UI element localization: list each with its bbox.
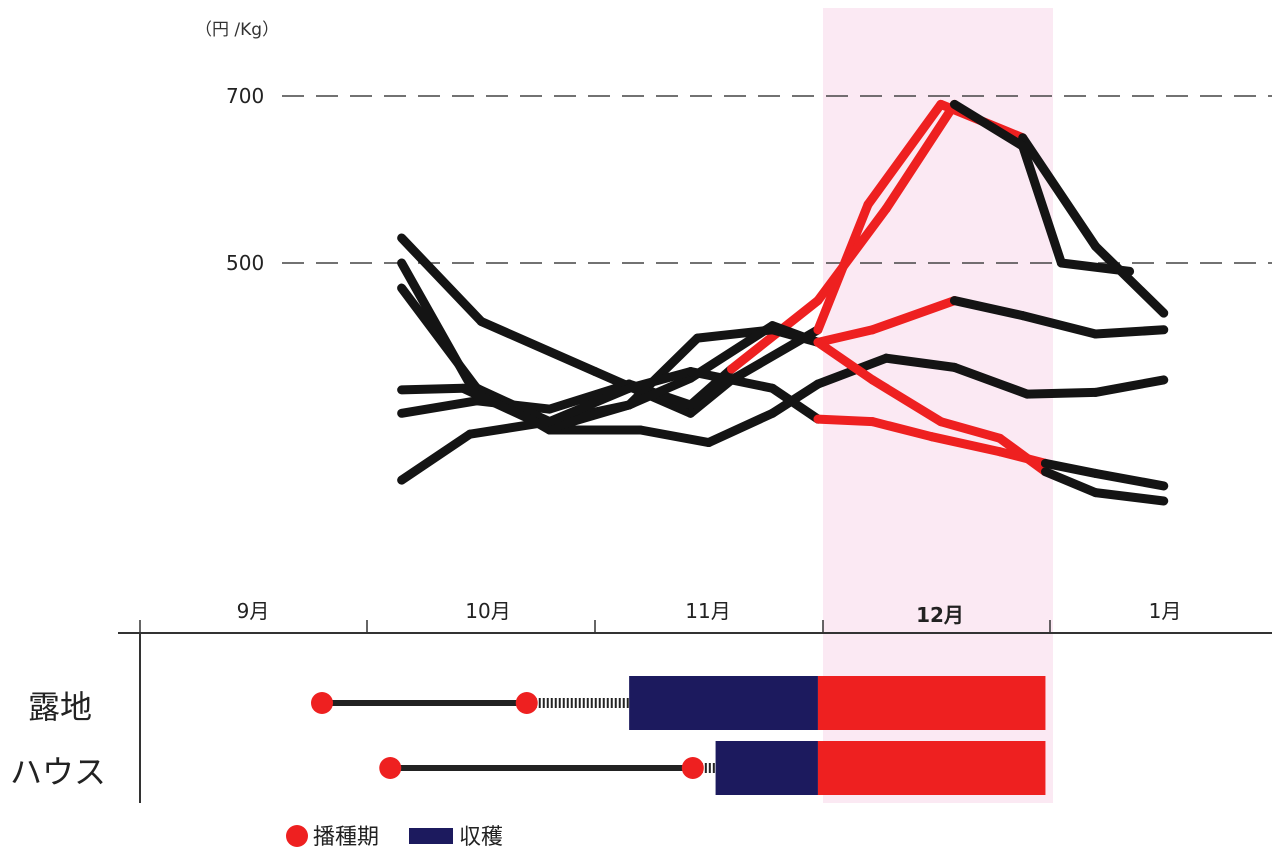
legend-harvest-swatch-icon bbox=[409, 828, 453, 844]
legend-sowing-label: 播種期 bbox=[313, 825, 379, 849]
series-5-segment bbox=[936, 417, 1005, 443]
x-axis: 9月 10月 11月 12月 1月 bbox=[118, 599, 1272, 634]
series-3-segment bbox=[881, 353, 959, 372]
series-4-segment bbox=[1018, 311, 1100, 339]
series-1-segment bbox=[397, 233, 486, 326]
legend-harvest-label: 収穫 bbox=[459, 825, 503, 849]
y-tick-label-500: 500 bbox=[226, 251, 264, 275]
row-label-greenhouse: ハウス bbox=[10, 753, 106, 791]
series-5-segment bbox=[624, 373, 696, 410]
series-4-segment bbox=[397, 283, 482, 393]
series-6-segment bbox=[686, 367, 777, 393]
harvest-bar bbox=[715, 741, 818, 795]
series-4-segment bbox=[949, 296, 1028, 321]
series-4-segment bbox=[472, 383, 554, 427]
month-label-jan: 1月 bbox=[1149, 599, 1182, 623]
peak-harvest-bar bbox=[817, 741, 1046, 795]
series-3-segment bbox=[1022, 387, 1100, 399]
series-2-segment bbox=[949, 99, 1028, 151]
series-6-segment bbox=[767, 383, 823, 424]
series-1-segment bbox=[686, 375, 736, 418]
month-label-sep: 9月 bbox=[237, 599, 270, 623]
schedule-layer bbox=[311, 676, 1046, 795]
series-4-segment bbox=[624, 333, 702, 410]
legend: 播種期 収穫 bbox=[286, 825, 503, 849]
series-6-segment bbox=[624, 367, 696, 393]
series-6-segment bbox=[1040, 458, 1100, 478]
y-unit-label: （円 /Kg） bbox=[195, 20, 279, 40]
series-2-segment bbox=[545, 379, 634, 414]
y-tick-label-700: 700 bbox=[226, 84, 264, 108]
legend-sowing-dot-icon bbox=[286, 825, 308, 847]
series-layer bbox=[397, 99, 1169, 506]
series-5-segment bbox=[813, 337, 878, 385]
series-6-segment bbox=[927, 432, 1005, 457]
series-6-segment bbox=[465, 417, 554, 439]
series-6-segment bbox=[813, 414, 878, 427]
series-4-segment bbox=[868, 296, 959, 335]
sowing-end-dot bbox=[515, 692, 538, 714]
sowing-start-dot bbox=[379, 757, 402, 779]
series-5-segment bbox=[686, 321, 777, 383]
series-3-segment bbox=[704, 408, 777, 448]
series-2-segment bbox=[813, 204, 891, 306]
series-1-segment bbox=[863, 99, 946, 210]
row-label-open-field: 露地 bbox=[28, 688, 92, 726]
series-6-segment bbox=[995, 447, 1050, 468]
series-5-segment bbox=[1091, 488, 1169, 506]
series-6-segment bbox=[868, 417, 937, 442]
series-6-segment bbox=[397, 429, 475, 485]
series-5-segment bbox=[1040, 467, 1100, 498]
month-label-oct: 10月 bbox=[465, 599, 510, 623]
series-4-segment bbox=[813, 325, 878, 347]
harvest-bar bbox=[629, 676, 818, 730]
series-3-segment bbox=[949, 362, 1032, 399]
series-5-segment bbox=[397, 383, 468, 395]
series-1-segment bbox=[1018, 133, 1100, 251]
series-3-segment bbox=[1091, 375, 1169, 397]
series-5-segment bbox=[545, 400, 634, 433]
series-4-segment bbox=[1091, 325, 1169, 339]
series-2-segment bbox=[881, 99, 959, 214]
series-6-segment bbox=[545, 383, 634, 427]
month-label-nov: 11月 bbox=[685, 599, 730, 623]
series-5-segment bbox=[767, 321, 823, 347]
series-1-segment bbox=[476, 316, 600, 377]
series-5-segment bbox=[868, 375, 946, 427]
peak-harvest-bar bbox=[817, 676, 1046, 730]
series-3-segment bbox=[636, 425, 714, 448]
series-2-segment bbox=[397, 396, 482, 418]
series-6-segment bbox=[1091, 468, 1169, 491]
sowing-end-dot bbox=[681, 757, 704, 779]
series-2-segment bbox=[1018, 141, 1066, 268]
series-2-segment bbox=[1056, 258, 1135, 276]
series-1-segment bbox=[1091, 241, 1169, 318]
sowing-start-dot bbox=[311, 692, 333, 714]
month-label-dec: 12月 bbox=[916, 603, 964, 627]
